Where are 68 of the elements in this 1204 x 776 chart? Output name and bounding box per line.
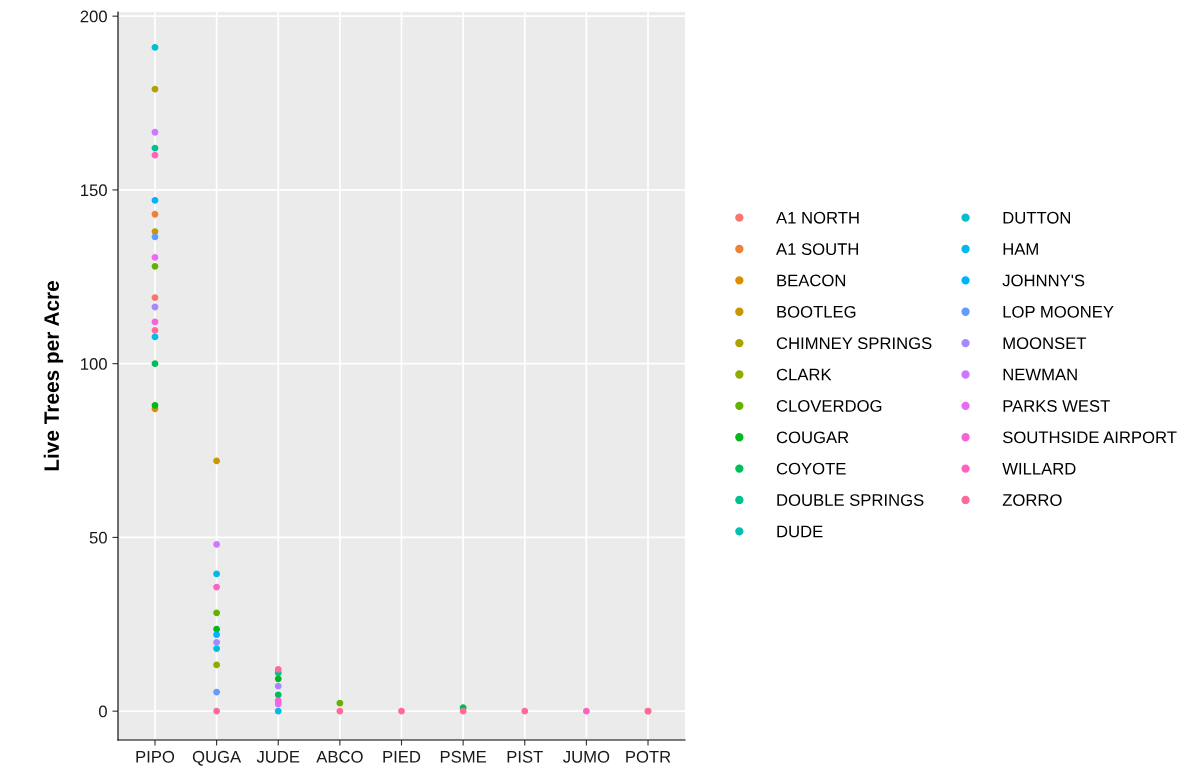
point — [151, 294, 159, 302]
point — [213, 609, 221, 617]
legend-label: DOUBLE SPRINGS — [777, 494, 924, 506]
legend-label: ZORRO — [1002, 494, 1062, 506]
point — [213, 570, 221, 578]
legend-label: DUDE — [777, 525, 823, 538]
point — [151, 401, 159, 409]
legend-label: HAM — [1003, 243, 1038, 255]
legend-label: NEWMAN — [1003, 368, 1077, 381]
y-axis-title: Live Trees per Acre — [43, 280, 64, 471]
point — [274, 691, 282, 699]
legend-label: MOONSET — [1003, 337, 1087, 350]
point — [151, 144, 159, 152]
point — [213, 645, 221, 653]
point — [151, 253, 159, 261]
legend-label: CHIMNEY SPRINGS — [776, 337, 932, 350]
x-tick-label: POTR — [626, 750, 671, 763]
x-tick-label: PIPO — [136, 750, 175, 763]
point — [521, 707, 529, 715]
x-tick-label: PIED — [383, 751, 421, 763]
legend-label: WILLARD — [1002, 462, 1076, 475]
point — [213, 631, 221, 639]
legend-label: CLOVERDOG — [776, 400, 882, 412]
point — [213, 688, 221, 696]
x-tick-label: ABCO — [316, 750, 363, 763]
legend-label: A1 NORTH — [776, 211, 859, 224]
legend-label: COYOTE — [776, 462, 846, 475]
point — [151, 44, 159, 51]
y-tick-label: 200 — [80, 10, 107, 23]
point — [582, 707, 590, 715]
legend-label: PARKS WEST — [1003, 400, 1110, 412]
legend-label: A1 SOUTH — [776, 243, 858, 255]
point — [151, 262, 159, 270]
point — [151, 360, 159, 368]
point — [274, 682, 282, 690]
legend-label: COUGAR — [776, 431, 849, 444]
legend-label: LOP MOONEY — [1003, 305, 1114, 318]
y-tick-label: 100 — [81, 358, 107, 370]
legend-label: CLARK — [776, 368, 832, 381]
point — [151, 128, 159, 136]
x-tick-label: QUGA — [192, 750, 242, 766]
point — [398, 707, 405, 715]
point — [151, 210, 159, 218]
legend-label: BEACON — [777, 274, 846, 287]
point — [213, 540, 221, 548]
y-tick-label: 150 — [81, 184, 107, 197]
point — [336, 707, 344, 715]
x-tick-label: JUDE — [256, 751, 300, 763]
point — [151, 196, 159, 204]
x-tick-label: PIST — [507, 750, 543, 763]
legend-label: SOUTHSIDE AIRPORT — [1002, 431, 1177, 444]
x-tick-label: PSME — [440, 750, 487, 763]
point — [213, 638, 221, 646]
point — [274, 666, 282, 673]
y-tick-label: 0 — [98, 705, 107, 718]
point — [274, 707, 282, 715]
point — [213, 661, 221, 669]
legend-label: JOHNNY'S — [1002, 274, 1085, 287]
point — [151, 326, 159, 334]
legend-label: BOOTLEG — [777, 305, 856, 318]
point — [213, 583, 221, 591]
x-tick-label: JUMO — [563, 750, 610, 763]
point — [336, 699, 344, 707]
point — [213, 707, 221, 715]
point — [274, 675, 282, 683]
legend-label: DUTTON — [1003, 211, 1071, 224]
y-tick-label: 50 — [89, 531, 107, 544]
point — [213, 457, 221, 465]
